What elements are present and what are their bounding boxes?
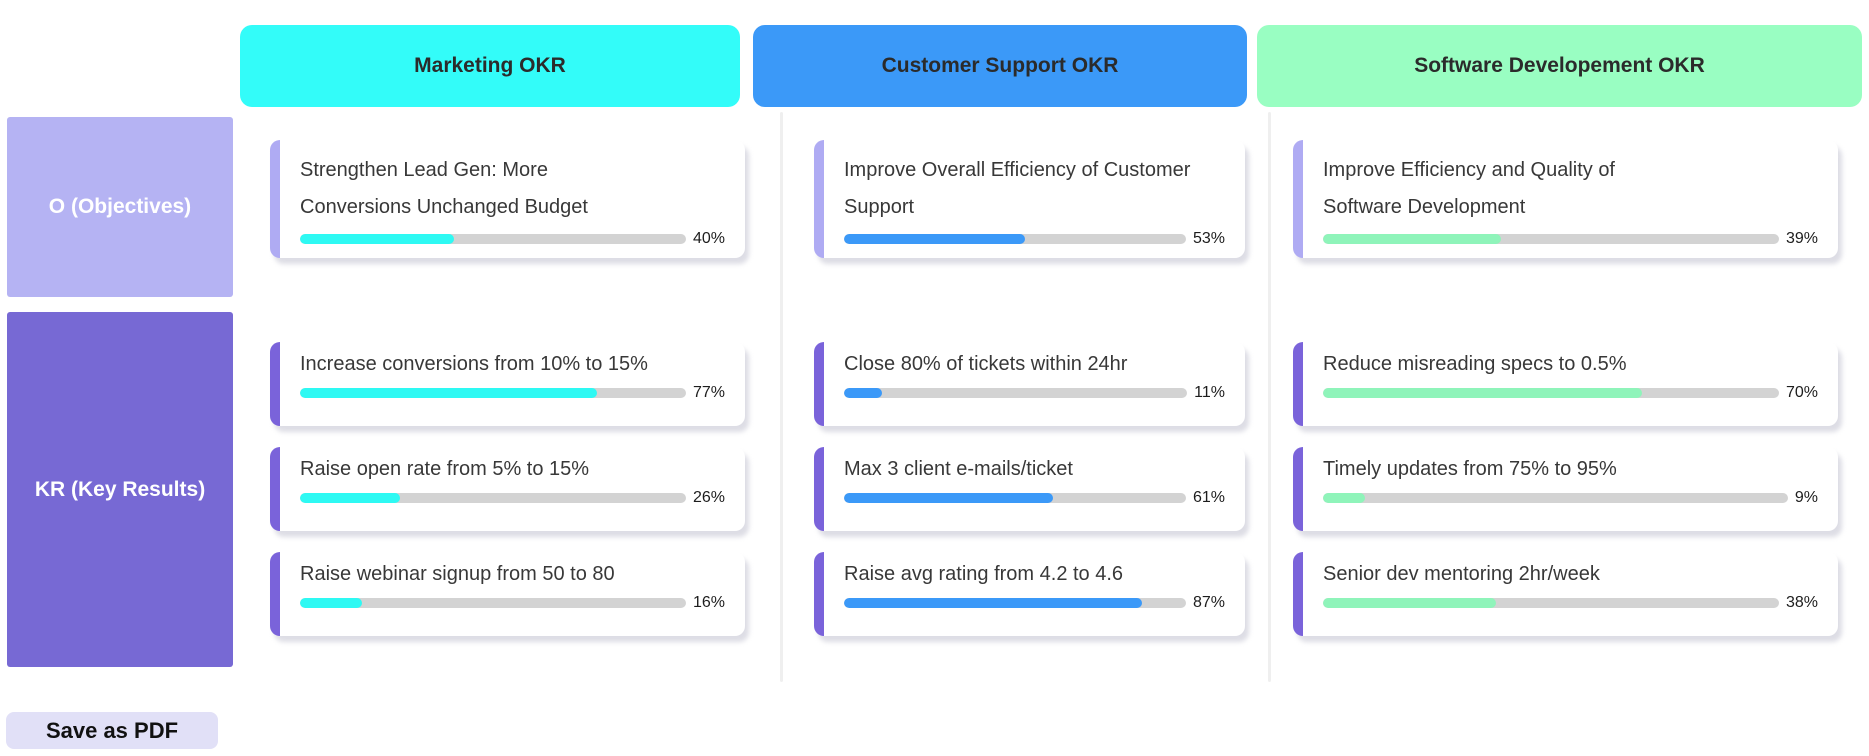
card-title: Improve Efficiency and Quality of Softwa… (1323, 152, 1818, 226)
progress-percent-label: 53% (1192, 230, 1225, 247)
progress-percent-label: 40% (692, 230, 725, 247)
card-title-line: Software Development (1323, 196, 1526, 218)
progress-fill (300, 598, 362, 608)
card-title: Improve Overall Efficiency of Customer S… (844, 152, 1225, 226)
progress-bar: 11% (844, 384, 1225, 402)
column-divider (1268, 112, 1271, 682)
progress-fill (1323, 598, 1497, 608)
kr-card-customer-support-3: Raise avg rating from 4.2 to 4.6 87% (814, 552, 1245, 636)
row-label-text: KR (Key Results) (34, 477, 206, 501)
progress-fill (300, 493, 401, 503)
row-label-text: O (Objectives) (48, 195, 192, 218)
progress-bar: 26% (300, 489, 725, 507)
card-title: Max 3 client e-mails/ticket (844, 458, 1073, 480)
progress-fill (844, 388, 882, 398)
objective-card-marketing: Strengthen Lead Gen: More Conversions Un… (270, 140, 745, 258)
kr-card-marketing-2: Raise open rate from 5% to 15% 26% (270, 447, 745, 531)
card-title-line: Strengthen Lead Gen: More (300, 159, 548, 181)
card-title-line: Conversions Unchanged Budget (300, 196, 588, 218)
card-title: Raise avg rating from 4.2 to 4.6 (844, 563, 1124, 585)
progress-percent-label: 26% (692, 489, 725, 506)
card-title: Senior dev mentoring 2hr/week (1323, 563, 1600, 585)
card-title-line: Improve Overall Efficiency of Customer (844, 159, 1191, 181)
progress-bar: 53% (844, 230, 1225, 248)
progress-track (1323, 234, 1779, 244)
progress-track (300, 493, 686, 503)
progress-bar: 61% (844, 489, 1225, 507)
column-header-marketing: Marketing OKR (240, 25, 740, 107)
column-header-customer-support: Customer Support OKR (753, 25, 1247, 107)
progress-track (300, 598, 686, 608)
row-label-objectives: O (Objectives) (7, 117, 233, 297)
kr-card-customer-support-2: Max 3 client e-mails/ticket 61% (814, 447, 1245, 531)
progress-percent-label: 39% (1785, 230, 1818, 247)
row-label-key-results: KR (Key Results) (7, 312, 233, 667)
kr-card-software-development-1: Reduce misreading specs to 0.5% 70% (1293, 342, 1838, 426)
progress-fill (300, 388, 598, 398)
progress-percent-label: 87% (1192, 594, 1225, 611)
progress-percent-label: 38% (1785, 594, 1818, 611)
column-header-label: Software Developement OKR (1414, 54, 1705, 77)
objective-card-software-development: Improve Efficiency and Quality of Softwa… (1293, 140, 1838, 258)
progress-track (844, 388, 1188, 398)
progress-track (300, 388, 686, 398)
progress-track (844, 598, 1186, 608)
kr-card-marketing-3: Raise webinar signup from 50 to 80 16% (270, 552, 745, 636)
progress-track (1323, 493, 1788, 503)
progress-fill (1323, 388, 1643, 398)
progress-fill (844, 493, 1053, 503)
card-title-line: Improve Efficiency and Quality of (1323, 159, 1615, 181)
progress-track (844, 234, 1186, 244)
save-as-pdf-button[interactable]: Save as PDF (6, 712, 218, 749)
kr-card-software-development-3: Senior dev mentoring 2hr/week 38% (1293, 552, 1838, 636)
objective-card-customer-support: Improve Overall Efficiency of Customer S… (814, 140, 1245, 258)
card-title: Strengthen Lead Gen: More Conversions Un… (300, 152, 725, 226)
progress-bar: 16% (300, 594, 725, 612)
progress-percent-label: 77% (692, 384, 725, 401)
card-title: Raise open rate from 5% to 15% (300, 458, 590, 480)
column-header-label: Customer Support OKR (881, 54, 1119, 77)
progress-bar: 38% (1323, 594, 1818, 612)
progress-bar: 39% (1323, 230, 1818, 248)
progress-percent-label: 61% (1192, 489, 1225, 506)
progress-fill (844, 598, 1142, 608)
column-divider (780, 112, 783, 682)
progress-percent-label: 16% (692, 594, 725, 611)
progress-track (1323, 388, 1779, 398)
card-title: Increase conversions from 10% to 15% (300, 353, 648, 375)
kr-card-software-development-2: Timely updates from 75% to 95% 9% (1293, 447, 1838, 531)
progress-fill (300, 234, 455, 244)
progress-bar: 70% (1323, 384, 1818, 402)
progress-fill (1323, 493, 1365, 503)
card-title: Timely updates from 75% to 95% (1323, 458, 1617, 480)
column-header-label: Marketing OKR (414, 54, 566, 77)
progress-fill (844, 234, 1026, 244)
progress-bar: 87% (844, 594, 1225, 612)
card-title: Raise webinar signup from 50 to 80 (300, 563, 615, 585)
progress-track (1323, 598, 1779, 608)
progress-bar: 9% (1323, 489, 1818, 507)
progress-fill (1323, 234, 1501, 244)
progress-track (300, 234, 686, 244)
card-title-line: Support (844, 196, 915, 218)
progress-percent-label: 70% (1785, 384, 1818, 401)
progress-track (844, 493, 1186, 503)
progress-percent-label: 11% (1194, 384, 1225, 401)
kr-card-customer-support-1: Close 80% of tickets within 24hr 11% (814, 342, 1245, 426)
progress-percent-label: 9% (1794, 489, 1818, 506)
progress-bar: 77% (300, 384, 725, 402)
column-header-software-development: Software Developement OKR (1257, 25, 1862, 107)
progress-bar: 40% (300, 230, 725, 248)
kr-card-marketing-1: Increase conversions from 10% to 15% 77% (270, 342, 745, 426)
card-title: Close 80% of tickets within 24hr (844, 353, 1128, 375)
card-title: Reduce misreading specs to 0.5% (1323, 353, 1627, 375)
